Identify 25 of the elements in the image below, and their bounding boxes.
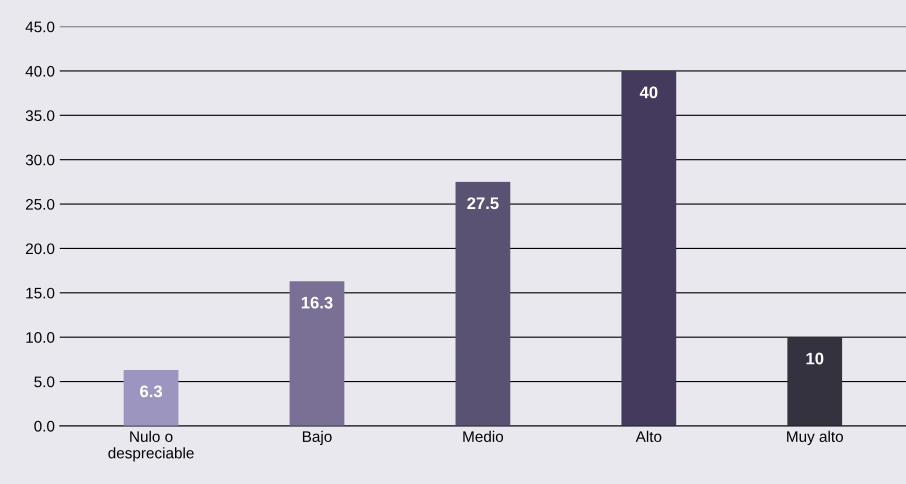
y-tick-label: 40.0 [26,66,54,77]
y-tick-label: 35.0 [26,110,54,122]
data-label: 40 [640,86,658,98]
x-tick-label: Medio [463,430,504,442]
bar [787,337,842,426]
data-label: 6.3 [140,385,162,398]
bar [290,281,344,426]
y-tick-label: 15.0 [26,288,54,299]
bar [456,182,510,426]
x-tick-label: Bajo [302,430,332,446]
x-tick-label: Muy alto [787,430,843,446]
data-label: 27.5 [467,197,499,210]
y-tick-label: 45.0 [26,21,54,32]
y-tick-label: 20.0 [26,243,54,254]
y-tick-label: 10.0 [26,332,54,343]
bar [124,370,178,426]
y-tick-label: 30.0 [26,154,54,166]
y-tick-label: 0.0 [34,420,54,432]
data-label: 16.3 [302,296,333,309]
data-label: 10 [806,352,824,364]
y-tick-label: 25.0 [26,198,54,210]
y-tick-label: 5.0 [34,376,54,388]
x-tick-label: Nulo o despreciable [108,430,194,462]
x-tick-label: Alto [636,430,662,442]
bar [621,70,676,426]
